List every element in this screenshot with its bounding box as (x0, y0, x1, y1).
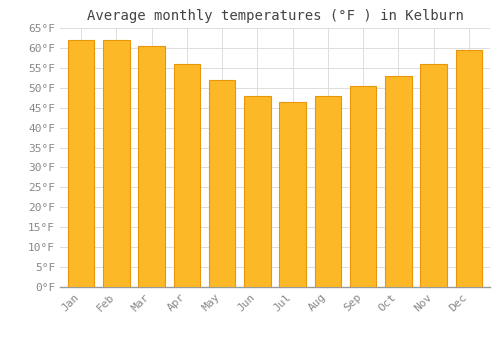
Bar (138, 46, 165, 287)
Bar (420, 64, 447, 287)
Bar (280, 102, 306, 287)
Bar (456, 50, 482, 287)
Bar (174, 64, 200, 287)
Bar (385, 76, 411, 287)
Bar (103, 40, 130, 287)
Bar (314, 96, 341, 287)
Bar (209, 80, 236, 287)
Bar (68, 40, 94, 287)
Bar (244, 96, 270, 287)
Title: Average monthly temperatures (°F ) in Kelburn: Average monthly temperatures (°F ) in Ke… (86, 9, 464, 23)
Bar (350, 86, 376, 287)
